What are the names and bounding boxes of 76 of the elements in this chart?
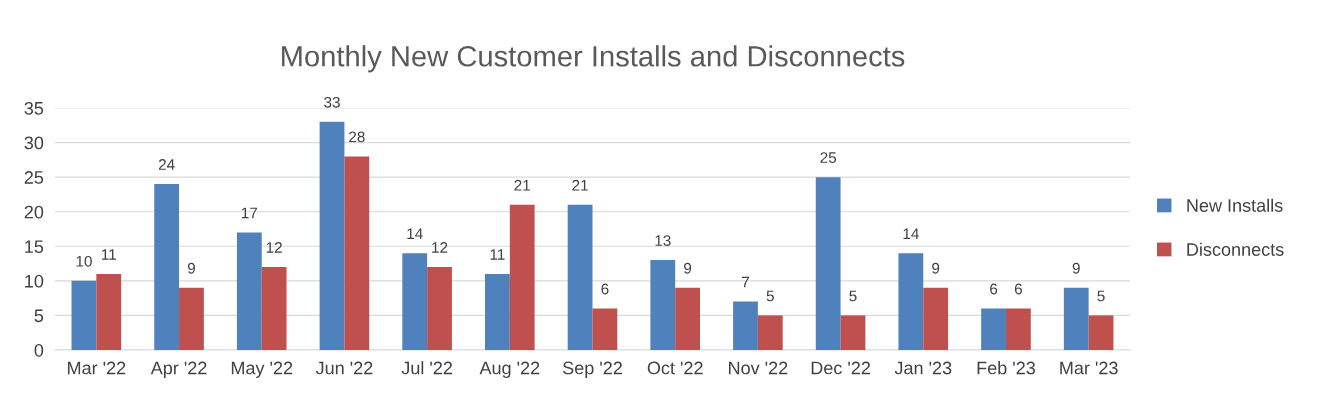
x-tick-label: Oct '22 (647, 361, 703, 375)
data-label: 5 (1097, 290, 1105, 302)
data-label: 21 (572, 179, 588, 191)
legend-label: Disconnects (1187, 242, 1284, 256)
x-tick-label: Jun '22 (315, 361, 373, 375)
data-label: 13 (655, 235, 671, 246)
data-label: 11 (490, 249, 505, 260)
bar (1088, 315, 1114, 350)
bar (344, 156, 370, 350)
x-tick-label: Jul '22 (401, 361, 453, 375)
data-label: 21 (514, 179, 530, 191)
data-label: 12 (432, 242, 448, 253)
x-tick-label: Mar '23 (1060, 361, 1118, 375)
data-label: 6 (990, 283, 998, 295)
data-label: 9 (684, 262, 692, 274)
bar (509, 204, 535, 350)
y-tick-label: 5 (34, 309, 44, 323)
data-label: 24 (158, 159, 175, 170)
bar (261, 267, 287, 350)
y-tick-label: 10 (25, 274, 44, 288)
x-tick-label: Sep '22 (562, 361, 622, 378)
data-label: 33 (324, 96, 340, 108)
data-label: 9 (187, 262, 195, 274)
bar (815, 177, 841, 350)
bar (485, 273, 510, 350)
bar (71, 280, 97, 350)
x-tick-label: Mar '22 (68, 361, 126, 375)
data-label: 6 (1014, 283, 1022, 295)
bar (96, 273, 122, 350)
data-label: 9 (932, 262, 940, 274)
data-label: 28 (349, 131, 365, 143)
bar (733, 301, 758, 350)
bar (567, 204, 593, 350)
bar (154, 184, 180, 350)
bar (319, 121, 345, 350)
x-tick-label: Aug '22 (479, 361, 540, 378)
bar (981, 308, 1006, 350)
data-label: 14 (903, 228, 919, 239)
bar (898, 253, 924, 350)
legend-label: New Installs (1187, 198, 1283, 212)
y-tick-label: 25 (24, 171, 44, 184)
data-label: 10 (76, 255, 92, 267)
data-label: 5 (849, 290, 857, 302)
data-label: 12 (266, 242, 282, 253)
bar (427, 267, 452, 350)
data-label: 6 (601, 283, 609, 295)
y-tick-label: 35 (24, 101, 44, 115)
x-tick-label: Nov '22 (729, 361, 788, 375)
bar (923, 287, 949, 350)
x-tick-label: Jan '23 (894, 361, 952, 375)
bar (1005, 308, 1031, 350)
bar (402, 253, 428, 350)
data-label: 11 (101, 249, 116, 260)
chart-title: Monthly New Customer Installs and Disconnects (282, 45, 905, 73)
bar (650, 260, 676, 350)
bar (179, 287, 204, 350)
data-label: 5 (766, 290, 774, 302)
x-tick-label: May '22 (231, 361, 293, 378)
data-label: 17 (242, 207, 258, 219)
y-tick-label: 15 (25, 240, 44, 254)
bar (592, 308, 618, 350)
bar (675, 287, 700, 350)
bar (236, 232, 262, 350)
x-tick-label: Feb '23 (977, 361, 1035, 375)
y-tick-label: 30 (24, 136, 44, 150)
data-label: 14 (407, 228, 423, 239)
y-tick-label: 20 (24, 205, 44, 219)
data-label: 7 (742, 276, 749, 288)
bar (757, 315, 783, 350)
x-tick-label: Apr '22 (150, 361, 207, 378)
x-tick-label: Dec '22 (811, 361, 870, 375)
data-label: 25 (820, 152, 837, 164)
y-tick-label: 0 (34, 343, 44, 357)
bar (840, 315, 866, 350)
bar (1063, 287, 1089, 350)
data-label: 9 (1072, 262, 1080, 274)
